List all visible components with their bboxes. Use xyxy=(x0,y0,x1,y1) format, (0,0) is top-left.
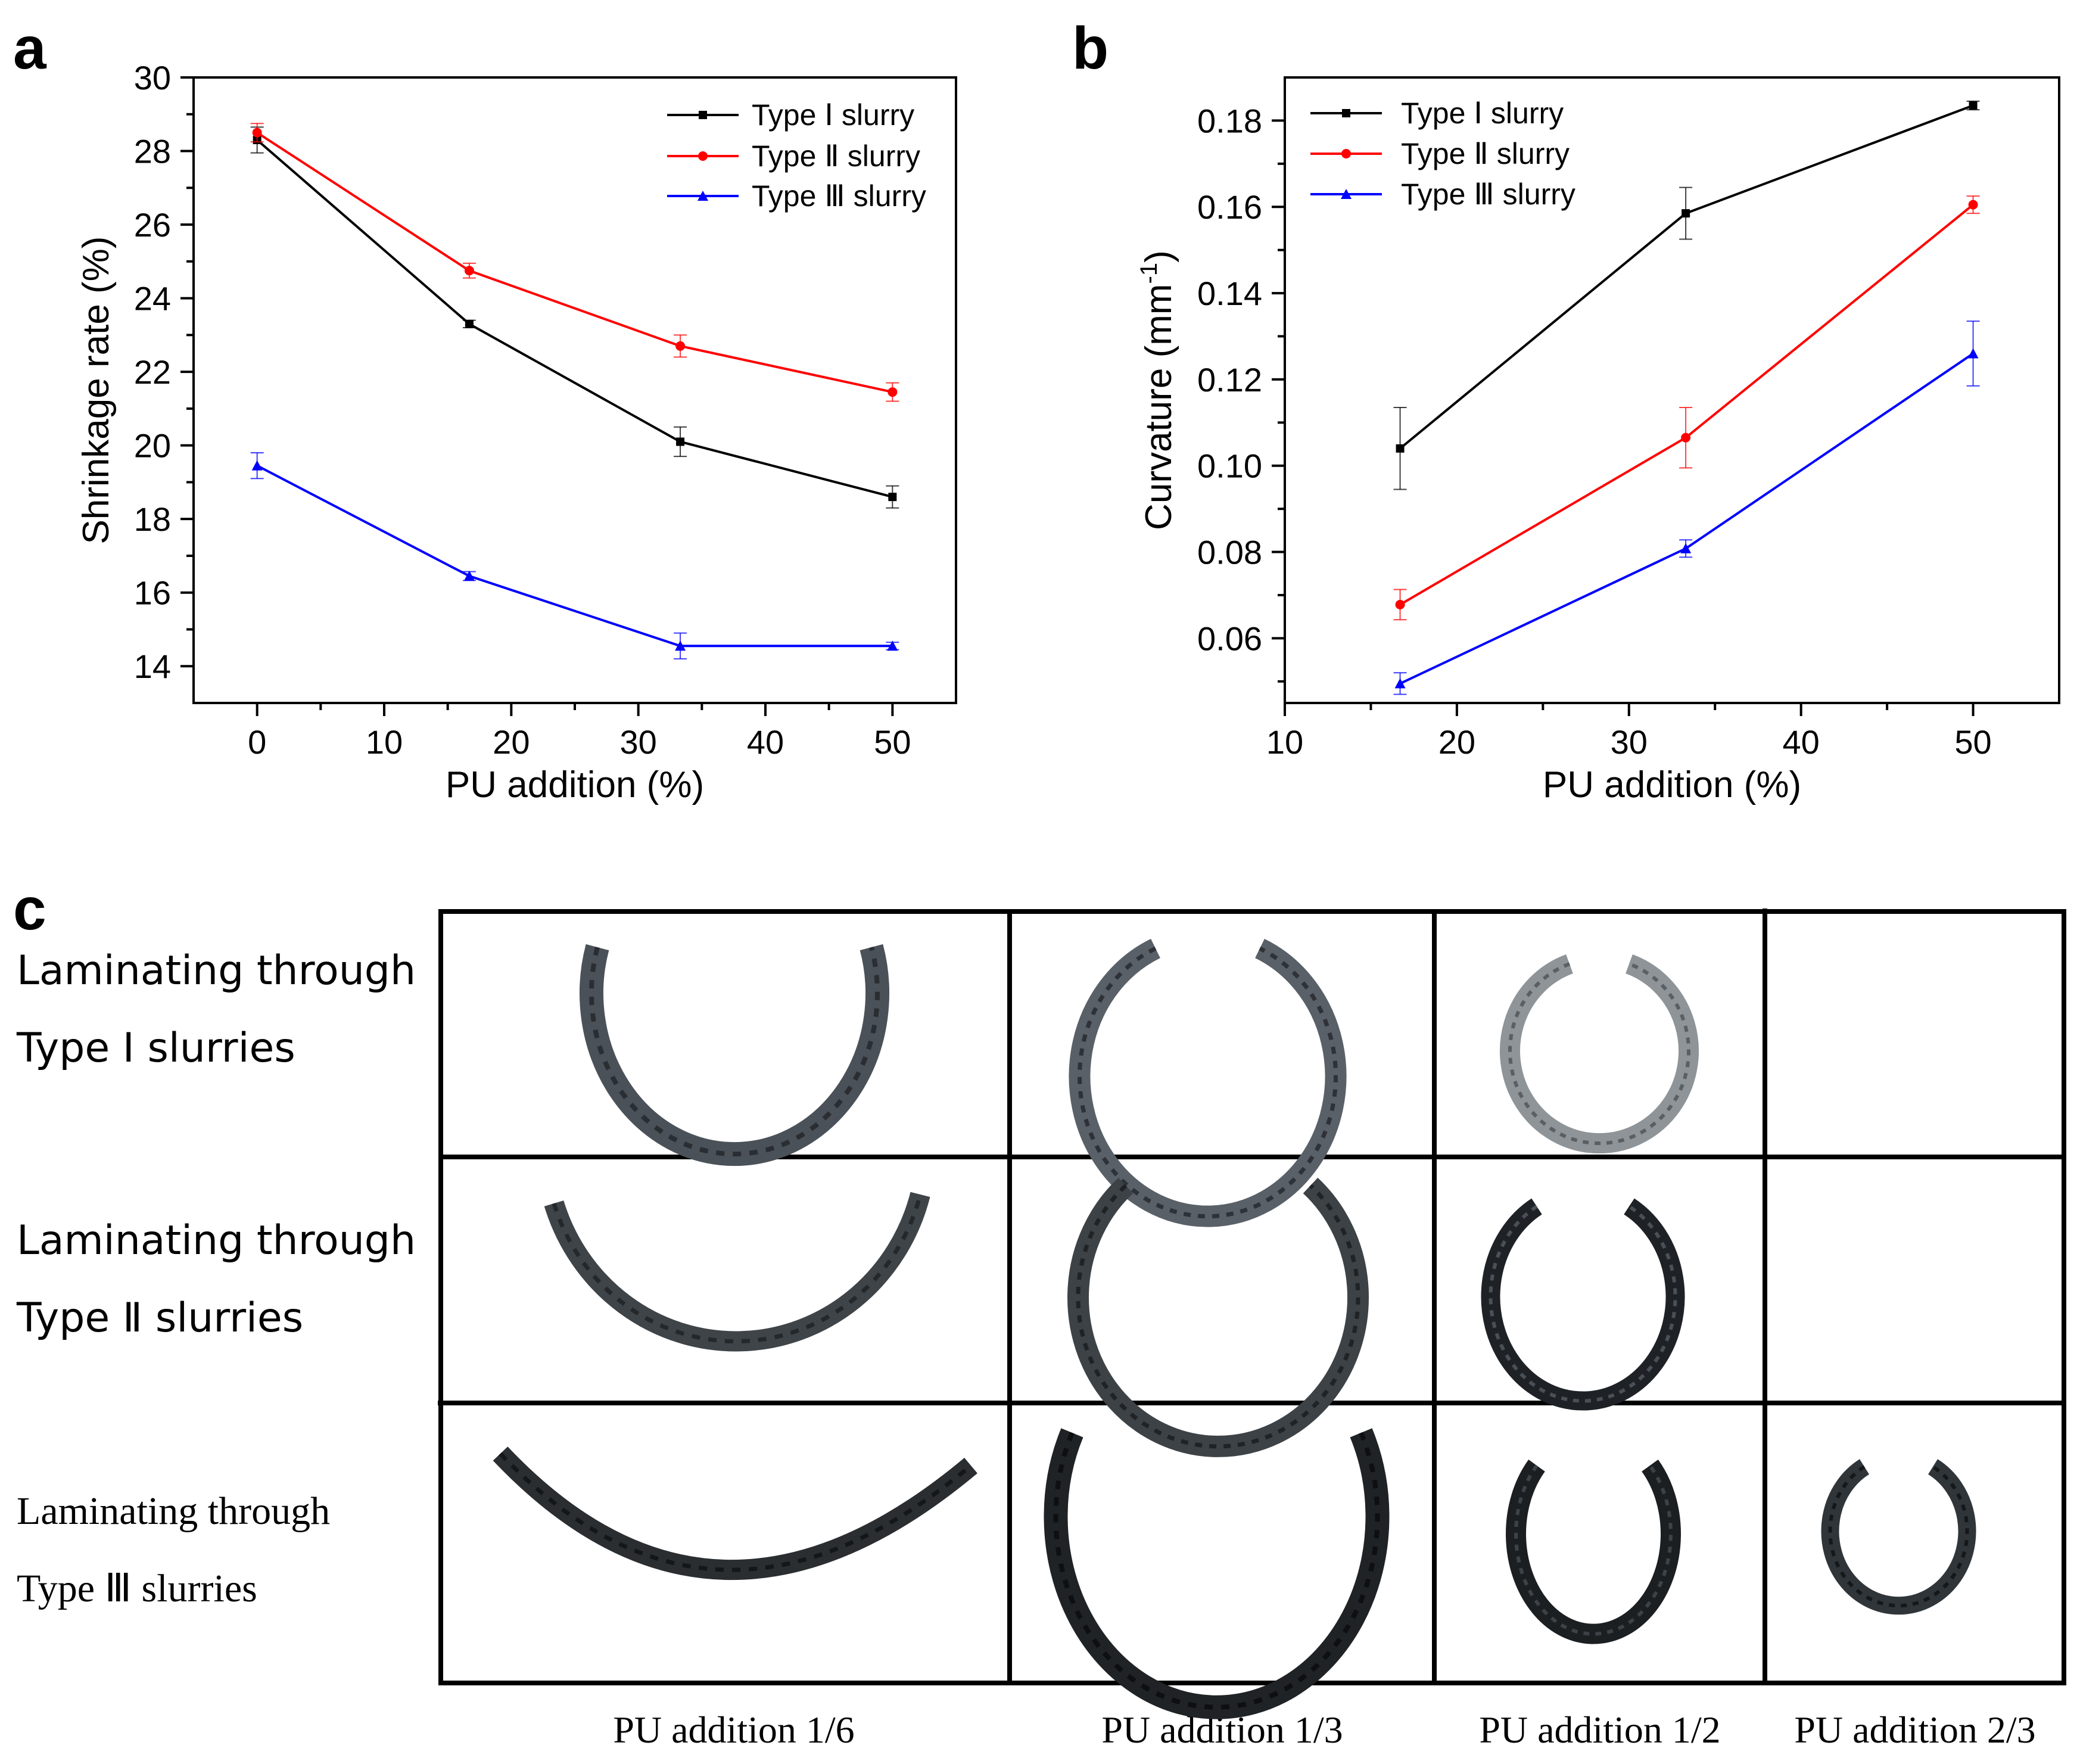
a-y-tick-label: 24 xyxy=(134,280,171,318)
legend-label-type-3: Type Ⅲ slurry xyxy=(752,179,926,213)
b-y-tick-label: 0.12 xyxy=(1197,361,1262,399)
legend: Type Ⅰ slurry Type Ⅱ slurry Type Ⅲ slurr… xyxy=(1310,97,1575,211)
row-label-type-1-line2: Type Ⅰ slurries xyxy=(16,1025,295,1072)
a-data-point-3 xyxy=(675,640,686,651)
legend-marker-type-3 xyxy=(698,191,708,201)
b-data-point-2 xyxy=(1681,433,1691,443)
column-label-1-6: PU addition 1/6 xyxy=(613,1709,854,1751)
a-y-tick-label: 18 xyxy=(134,500,171,538)
a-data-point-2 xyxy=(675,341,686,351)
b-y-tick-label: 0.16 xyxy=(1197,188,1262,226)
ring-photo-type-1-pu-1-6 xyxy=(580,944,889,1166)
ring-photo-type-2-pu-1-2 xyxy=(1481,1198,1685,1411)
grid-border xyxy=(438,909,2066,1685)
b-y-tick-label: 0.06 xyxy=(1197,620,1262,657)
shrinkage-chart: 0 10 20 30 40 50 14 16 18 20 22 24 26 28 30 Type Ⅰ slu… xyxy=(76,59,957,805)
b-x-tick-label: 20 xyxy=(1438,723,1475,761)
b-data-point-2 xyxy=(1968,200,1978,210)
column-label-2-3: PU addition 2/3 xyxy=(1794,1709,2035,1751)
ring-photo-type-3-pu-1-6 xyxy=(493,1446,977,1580)
a-data-point-3 xyxy=(463,570,475,581)
b-y-tick-label: 0.14 xyxy=(1197,275,1262,312)
b-data-point-3 xyxy=(1680,543,1692,553)
row-label-type-3-line2: Type Ⅲ slurries xyxy=(17,1567,257,1610)
a-y-tick-label: 16 xyxy=(134,574,171,612)
a-y-tick-label: 30 xyxy=(134,59,171,97)
b-series-line-3 xyxy=(1399,352,1974,685)
b-x-tick-label: 50 xyxy=(1954,723,1991,761)
a-y-tick-label: 20 xyxy=(134,427,171,465)
b-x-tick-label: 40 xyxy=(1783,723,1820,761)
legend-label-type-2: Type Ⅱ slurry xyxy=(752,139,920,173)
a-y-tick-label: 14 xyxy=(134,648,171,685)
legend-marker-type-2 xyxy=(1341,149,1351,158)
panel-label-a: a xyxy=(13,15,47,82)
legend-label-type-1: Type Ⅰ slurry xyxy=(752,98,914,132)
ring-photo-type-2-pu-1-6 xyxy=(544,1191,930,1352)
row-label-type-1-line1: Laminating through xyxy=(17,947,416,994)
column-label-1-2: PU addition 1/2 xyxy=(1479,1709,1720,1751)
a-data-point-3 xyxy=(251,460,263,471)
a-x-tick-label: 10 xyxy=(366,723,403,761)
b-data-point-2 xyxy=(1395,599,1405,609)
a-series-line-1 xyxy=(256,139,893,499)
legend-marker-type-1 xyxy=(699,111,707,119)
a-y-tick-label: 28 xyxy=(134,133,171,170)
legend-marker-type-1 xyxy=(1342,109,1350,117)
b-data-point-1 xyxy=(1682,209,1690,218)
a-x-tick-label: 0 xyxy=(248,723,266,761)
b-data-point-3 xyxy=(1394,678,1406,689)
x-axis-title: PU addition (%) xyxy=(446,764,704,805)
a-x-tick-label: 20 xyxy=(493,723,530,761)
b-data-point-1 xyxy=(1396,444,1405,453)
ring-photo-type-1-pu-1-2 xyxy=(1500,954,1699,1154)
panel-label-c: c xyxy=(13,876,46,942)
row-label-type-2-line1: Laminating through xyxy=(17,1217,416,1264)
legend: Type Ⅰ slurry Type Ⅱ slurry Type Ⅲ slurr… xyxy=(667,98,926,213)
b-x-tick-label: 10 xyxy=(1266,723,1303,761)
a-data-point-1 xyxy=(888,493,897,502)
a-y-tick-label: 26 xyxy=(134,206,171,244)
legend-marker-type-2 xyxy=(698,151,708,161)
a-data-point-1 xyxy=(676,437,685,446)
a-series-line-3 xyxy=(256,464,893,648)
legend-label-type-1: Type Ⅰ slurry xyxy=(1401,97,1564,130)
curvature-chart: 10 20 30 40 50 0.06 0.08 0.10 0.12 0.14 0.16 0.18 T… xyxy=(1136,76,2060,805)
panel-label-b: b xyxy=(1072,15,1108,82)
legend-label-type-2: Type Ⅱ slurry xyxy=(1401,137,1570,170)
y-axis-title: Shrinkage rate (%) xyxy=(76,237,117,545)
x-axis-title: PU addition (%) xyxy=(1543,764,1801,805)
b-x-tick-label: 30 xyxy=(1611,723,1648,761)
a-x-tick-label: 50 xyxy=(874,723,911,761)
ring-photo-type-3-pu-2-3 xyxy=(1821,1459,1976,1615)
plot-frame xyxy=(1284,76,2060,704)
ring-photo-type-3-pu-1-3 xyxy=(1044,1428,1390,1719)
b-series-line-2 xyxy=(1399,204,1974,606)
a-x-tick-label: 30 xyxy=(620,723,657,761)
a-data-point-2 xyxy=(464,266,474,276)
ring-photo-type-3-pu-1-2 xyxy=(1506,1460,1681,1644)
a-x-tick-label: 40 xyxy=(747,723,784,761)
b-y-tick-label: 0.10 xyxy=(1197,447,1262,485)
a-series-line-2 xyxy=(256,131,893,394)
a-data-point-1 xyxy=(465,319,474,328)
legend-label-type-3: Type Ⅲ slurry xyxy=(1401,178,1575,211)
b-data-point-3 xyxy=(1967,348,1979,359)
ring-photo-type-1-pu-1-3 xyxy=(1069,938,1347,1227)
legend-marker-type-3 xyxy=(1341,189,1352,199)
a-data-point-3 xyxy=(887,640,898,651)
y-axis-title: Curvature (mm-1) xyxy=(1136,250,1179,530)
a-data-point-2 xyxy=(888,387,898,397)
a-y-tick-label: 22 xyxy=(134,353,171,391)
image-grid: Laminating through Type Ⅰ slurries Lamin… xyxy=(16,909,2066,1751)
b-data-point-1 xyxy=(1969,101,1978,110)
a-data-point-2 xyxy=(252,127,262,138)
b-y-tick-label: 0.08 xyxy=(1197,534,1262,571)
row-label-type-3-line1: Laminating through xyxy=(17,1489,330,1533)
b-y-tick-label: 0.18 xyxy=(1197,102,1262,139)
row-label-type-2-line2: Type Ⅱ slurries xyxy=(16,1295,303,1342)
ring-photo-type-2-pu-1-3 xyxy=(1067,1177,1369,1457)
